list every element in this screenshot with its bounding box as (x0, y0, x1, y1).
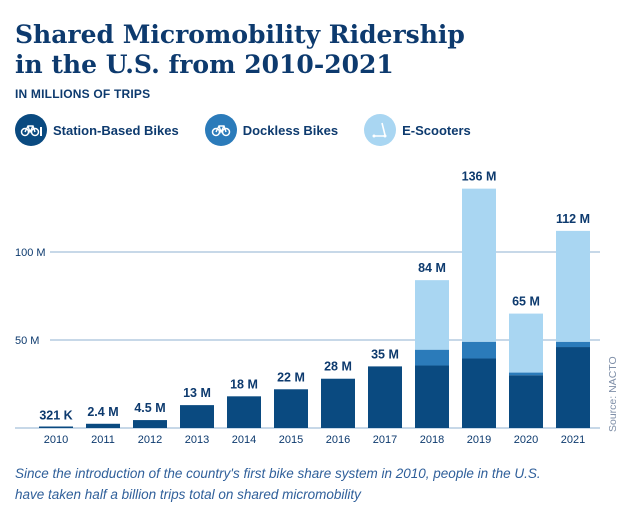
bar-segment-dockless-bikes-2018 (415, 349, 449, 366)
total-label-2012: 4.5 M (134, 401, 165, 415)
bar-segment-station-based-bikes-2017 (368, 366, 402, 428)
total-label-2019: 136 M (462, 170, 497, 184)
x-tick-label: 2012 (138, 434, 162, 446)
x-tick-label: 2011 (91, 434, 115, 446)
bar-segment-station-based-bikes-2010 (39, 426, 73, 428)
legend-item-dockless: Dockless Bikes (204, 114, 339, 146)
total-label-2021: 112 M (556, 212, 590, 226)
legend-item-station-based: Station-Based Bikes (15, 114, 179, 146)
title-line-1: Shared Micromobility Ridership (15, 20, 465, 49)
x-tick-label: 2016 (326, 434, 350, 446)
bar-segment-station-based-bikes-2021 (556, 347, 590, 428)
bar-segment-station-based-bikes-2018 (415, 365, 449, 428)
bar-segment-station-based-bikes-2019 (462, 358, 496, 428)
total-label-2016: 28 M (324, 360, 352, 374)
bar-segment-station-based-bikes-2013 (180, 405, 214, 428)
bar-segment-dockless-bikes-2020 (509, 372, 543, 376)
x-tick-label: 2013 (185, 434, 209, 446)
total-label-2010: 321 K (39, 408, 72, 422)
bar-segment-station-based-bikes-2016 (321, 378, 355, 428)
total-label-2014: 18 M (230, 377, 258, 391)
bar-segment-e-scooters-2019 (462, 188, 496, 342)
bar-segment-station-based-bikes-2014 (227, 396, 261, 428)
x-tick-label: 2019 (467, 434, 491, 446)
x-tick-label: 2017 (373, 434, 397, 446)
total-label-2011: 2.4 M (87, 405, 118, 419)
bar-segment-e-scooters-2018 (415, 280, 449, 350)
legend-label: Dockless Bikes (242, 122, 339, 138)
total-label-2013: 13 M (183, 386, 211, 400)
x-tick-label: 2014 (232, 434, 256, 446)
caption-line-2: have taken half a billion trips total on… (15, 487, 361, 502)
bar-segment-e-scooters-2021 (556, 230, 590, 342)
caption-line-1: Since the introduction of the country's … (15, 466, 541, 481)
total-label-2020: 65 M (512, 295, 540, 309)
y-tick-label: 50 M (15, 335, 39, 347)
x-tick-label: 2018 (420, 434, 444, 446)
caption: Since the introduction of the country's … (15, 463, 615, 505)
y-tick-label: 100 M (15, 247, 46, 259)
x-tick-label: 2020 (514, 434, 538, 446)
bike-icon (15, 114, 47, 146)
bar-segment-dockless-bikes-2021 (556, 341, 590, 348)
legend-item-e-scooters: E-Scooters (364, 114, 471, 146)
legend: Station-Based Bikes Dockless Bikes E-Sco… (15, 114, 497, 146)
bar-segment-station-based-bikes-2011 (86, 423, 120, 428)
legend-label: E-Scooters (402, 122, 471, 138)
chart-title: Shared Micromobility Ridership in the U.… (15, 20, 535, 80)
bike-icon (204, 114, 237, 146)
bar-segment-e-scooters-2020 (509, 313, 543, 373)
total-label-2015: 22 M (277, 370, 305, 384)
legend-label: Station-Based Bikes (53, 122, 179, 138)
title-line-2: in the U.S. from 2010-2021 (15, 50, 394, 79)
total-label-2018: 84 M (418, 261, 446, 275)
x-tick-label: 2010 (44, 434, 68, 446)
bar-segment-dockless-bikes-2019 (462, 341, 496, 359)
bar-segment-station-based-bikes-2020 (509, 375, 543, 428)
bar-segment-station-based-bikes-2015 (274, 389, 308, 428)
x-tick-label: 2021 (561, 434, 585, 446)
chart-subtitle: IN MILLIONS OF TRIPS (15, 87, 151, 101)
x-tick-label: 2015 (279, 434, 303, 446)
total-label-2017: 35 M (371, 347, 399, 361)
scooter-icon (364, 114, 397, 146)
bar-segment-station-based-bikes-2012 (133, 420, 167, 428)
source-note: Source: NACTO (607, 356, 619, 432)
